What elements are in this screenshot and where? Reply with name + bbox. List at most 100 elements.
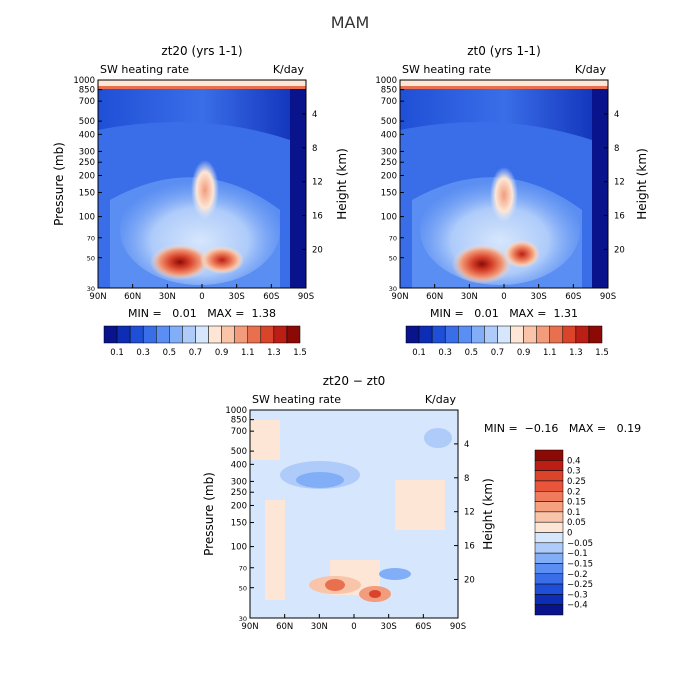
y-tick-label: 250	[231, 488, 247, 498]
y-tick-label-right: 4	[464, 440, 469, 450]
y-tick-label: 70	[87, 235, 95, 243]
colorbar-swatch	[588, 325, 603, 344]
y-tick-label: 500	[381, 117, 397, 127]
y-tick-label: 150	[231, 519, 247, 529]
colorbar-swatch	[444, 325, 459, 344]
colorbar-label: 0.1	[567, 508, 581, 518]
colorbar: 0.40.30.250.20.150.10.050−0.05−0.1−0.15−…	[534, 449, 593, 616]
colorbar-label: 0.9	[215, 348, 229, 358]
y-tick-label: 300	[79, 147, 95, 157]
colorbar-swatch	[484, 325, 498, 344]
colorbar-label: 0.3	[438, 348, 452, 358]
y-tick-label: 200	[381, 171, 397, 181]
y-tick-label: 1000	[375, 76, 397, 86]
y-tick-label: 150	[381, 189, 397, 199]
y-tick-label: 150	[79, 189, 95, 199]
colorbar-label: 0.7	[189, 348, 203, 358]
x-tick-label: 60S	[415, 622, 431, 632]
colorbar-swatch	[534, 573, 564, 585]
y-tick-label: 700	[381, 97, 397, 107]
colorbar-swatch	[234, 325, 248, 344]
y-tick-label: 100	[231, 543, 247, 553]
colorbar-swatch	[116, 325, 131, 344]
y-tick-label: 250	[79, 158, 95, 168]
colorbar-swatch	[534, 552, 564, 564]
y-tick-label: 30	[389, 285, 397, 293]
panel-title: zt0 (yrs 1-1)	[467, 44, 541, 58]
y-tick-label-right: 4	[614, 110, 619, 120]
x-tick-label: 30N	[461, 292, 478, 302]
colorbar-swatch	[142, 325, 157, 344]
x-axis: 90N 60N 30N 0 30S 60S 90S	[241, 614, 466, 632]
colorbar-label: 1.3	[569, 348, 583, 358]
y-axis-label: Pressure (mb)	[52, 142, 66, 226]
y-axis-right: 20 16 12 8 4	[604, 110, 625, 255]
y-axis-label-right: Height (km)	[481, 478, 495, 549]
y-tick-label: 70	[389, 235, 397, 243]
colorbar-swatch	[534, 604, 564, 616]
colorbar-swatch	[536, 325, 550, 344]
x-tick-label: 30S	[229, 292, 245, 302]
colorbar-label: −0.1	[567, 549, 588, 559]
stats-text: MIN = 0.01 MAX = 1.31	[430, 307, 578, 320]
colorbar-swatch	[534, 521, 564, 533]
y-tick-label: 300	[381, 147, 397, 157]
y-tick-label: 300	[231, 477, 247, 487]
colorbar-swatch	[418, 325, 433, 344]
y-tick-label: 100	[79, 213, 95, 223]
y-tick-label-right: 20	[312, 245, 323, 255]
colorbar: 0.1 0.3 0.5 0.7 0.9 1.1 1.3 1.5	[103, 325, 307, 358]
colorbar-label: −0.05	[567, 539, 593, 549]
y-tick-label: 500	[231, 447, 247, 457]
x-tick-label: 60N	[124, 292, 141, 302]
colorbar-swatch	[431, 325, 446, 344]
colorbar-label: 0	[567, 529, 572, 539]
plot-area	[399, 79, 609, 289]
y-tick-label: 500	[79, 117, 95, 127]
colorbar-swatch	[182, 325, 196, 344]
y-axis-right: 20 16 12 8 4	[302, 110, 323, 255]
y-tick-label-right: 12	[312, 178, 323, 188]
y-tick-label-right: 4	[312, 110, 317, 120]
y-tick-label: 50	[239, 585, 247, 593]
y-tick-label: 1000	[73, 76, 95, 86]
colorbar-label: 1.1	[543, 348, 557, 358]
colorbar-swatch	[575, 325, 590, 344]
colorbar-swatch	[534, 542, 564, 554]
panel-units: K/day	[575, 63, 607, 76]
panel-title: zt20 − zt0	[323, 374, 386, 388]
colorbar-swatch	[405, 325, 420, 344]
y-tick-label-right: 12	[464, 508, 475, 518]
colorbar-swatch	[534, 532, 564, 544]
panel-subtitle: SW heating rate	[252, 393, 341, 406]
x-axis: 90N 60N 30N 0 30S 60S 90S	[391, 284, 616, 302]
colorbar-label: 0.05	[567, 518, 586, 528]
y-tick-label-right: 8	[614, 144, 619, 154]
x-tick-label: 60N	[276, 622, 293, 632]
colorbar-swatch	[169, 325, 183, 344]
colorbar-label: −0.25	[567, 580, 593, 590]
colorbar-label: 0.25	[567, 477, 586, 487]
colorbar-label: 0.4	[567, 456, 581, 466]
x-tick-label: 0	[501, 292, 506, 302]
panel-title: zt20 (yrs 1-1)	[161, 44, 242, 58]
colorbar-label: 0.1	[110, 348, 124, 358]
y-tick-label-right: 20	[464, 575, 475, 585]
panel-subtitle: SW heating rate	[100, 63, 189, 76]
colorbar-swatch	[534, 470, 564, 482]
colorbar-swatch	[534, 594, 564, 605]
colorbar-swatch	[510, 325, 524, 344]
x-tick-label: 60S	[263, 292, 279, 302]
colorbar-swatch	[534, 511, 564, 523]
y-tick-label: 100	[381, 213, 397, 223]
y-tick-label-right: 16	[312, 212, 323, 222]
stats-text: MIN = 0.01 MAX = 1.38	[128, 307, 276, 320]
y-tick-label-right: 12	[614, 178, 625, 188]
y-tick-label: 400	[79, 130, 95, 140]
colorbar-swatch	[534, 491, 564, 502]
x-tick-label: 90S	[298, 292, 314, 302]
colorbar-label: 0.2	[567, 487, 581, 497]
x-tick-label: 90S	[450, 622, 466, 632]
figure-title: MAM	[331, 13, 370, 32]
